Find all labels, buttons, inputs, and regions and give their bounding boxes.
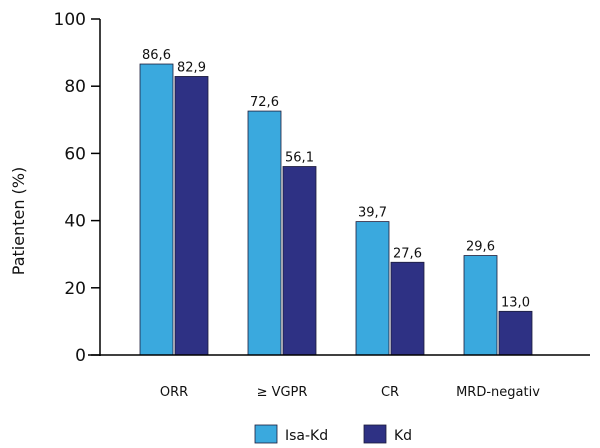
category-label: MRD-negativ: [456, 385, 540, 400]
data-label: 27,6: [393, 246, 422, 261]
y-tick-label: 80: [64, 77, 86, 97]
bar-isa-kd: [139, 63, 174, 356]
data-label: 13,0: [501, 295, 530, 310]
category-label: CR: [381, 385, 399, 400]
category-label: ≥ VGPR: [257, 385, 308, 400]
y-tick-label: 40: [64, 212, 86, 232]
y-axis-label: Patienten (%): [9, 167, 28, 275]
data-label: 82,9: [177, 60, 206, 75]
data-label: 56,1: [285, 151, 314, 166]
bar-isa-kd: [463, 255, 498, 356]
legend: Isa-Kd Kd: [254, 424, 412, 444]
bar-kd: [498, 310, 533, 356]
bar-isa-kd: [355, 221, 390, 356]
y-tick-label: 60: [64, 144, 86, 164]
bar-kd: [282, 166, 317, 356]
bar-isa-kd: [247, 110, 282, 356]
y-tick-label: 100: [54, 10, 86, 30]
data-label: 29,6: [466, 240, 495, 255]
y-tick-label: 20: [64, 279, 86, 299]
data-label: 72,6: [250, 95, 279, 110]
data-label: 86,6: [142, 48, 171, 63]
bar-kd: [390, 261, 425, 356]
y-tick-label: 0: [75, 346, 86, 366]
legend-label: Kd: [394, 428, 412, 444]
bar-kd: [174, 76, 209, 356]
legend-swatch-isa-kd: [254, 424, 278, 444]
data-label: 39,7: [358, 206, 387, 221]
legend-swatch-kd: [363, 424, 387, 444]
category-label: ORR: [160, 385, 188, 400]
legend-label: Isa-Kd: [285, 428, 328, 444]
